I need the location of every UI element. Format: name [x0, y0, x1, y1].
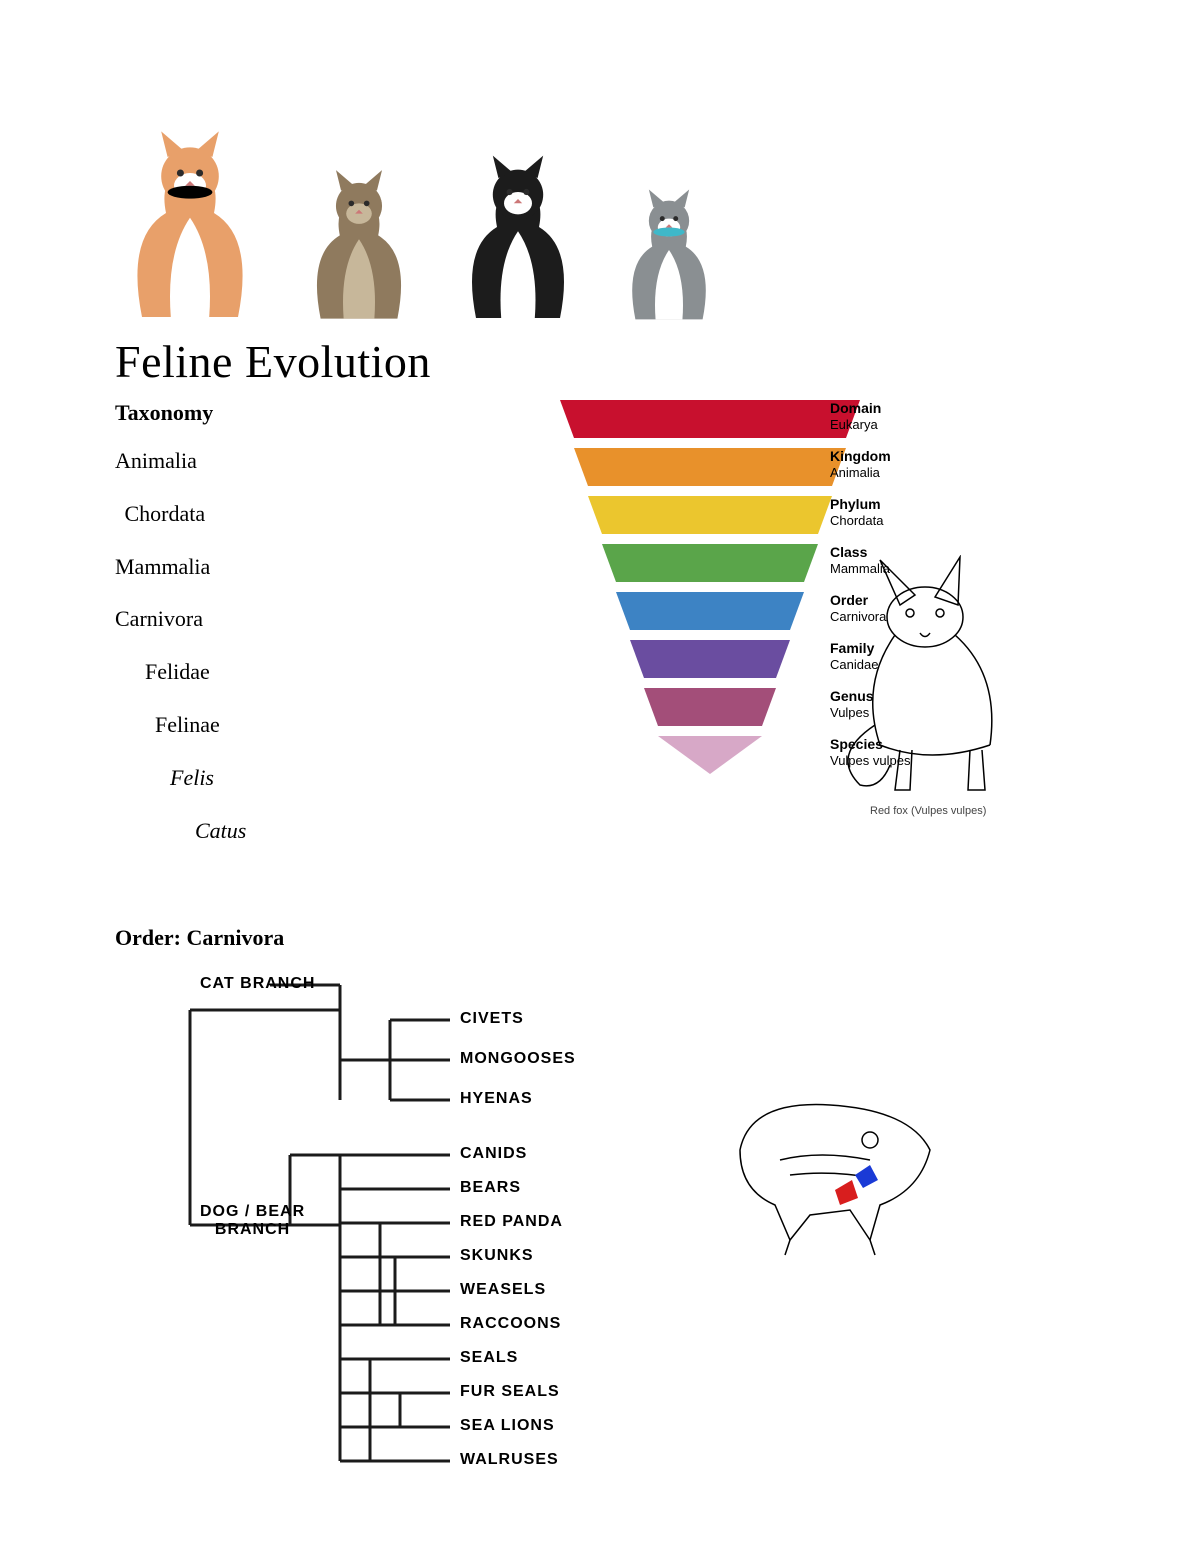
tree-label: Mongooses: [460, 1050, 576, 1068]
skull-spot-red: [835, 1180, 858, 1205]
fox-illustration: [840, 555, 1070, 795]
page: Feline Evolution Taxonomy Animalia Chord…: [0, 0, 1200, 1553]
fox-caption: Red fox (Vulpes vulpes): [870, 805, 986, 817]
tree-label: Canids: [460, 1145, 527, 1163]
taxonomy-level: Mammalia: [115, 541, 246, 594]
tuxedo-cat: [448, 150, 588, 325]
cats-row: [110, 115, 810, 325]
order-heading: Order: Carnivora: [115, 925, 284, 951]
carnivora-tree: Cat Branch Dog / Bear Branch Civets Mongoos…: [170, 965, 730, 1465]
funnel-row: KingdomAnimalia: [490, 448, 930, 492]
tree-label: Seals: [460, 1349, 518, 1367]
tree-label: Weasels: [460, 1281, 546, 1299]
funnel-label: PhylumChordata: [830, 496, 883, 528]
tree-label: Civets: [460, 1010, 524, 1028]
taxonomy-level: Felinae: [115, 699, 246, 752]
tree-label: Hyenas: [460, 1090, 533, 1108]
tree-label: Sea Lions: [460, 1417, 555, 1435]
funnel-row: PhylumChordata: [490, 496, 930, 540]
orange-white-cat: [110, 125, 270, 325]
taxonomy-level: Felis: [115, 752, 246, 805]
taxonomy-level: Chordata: [115, 488, 246, 541]
taxonomy-level: Carnivora: [115, 593, 246, 646]
tree-label: Red Panda: [460, 1213, 563, 1231]
tree-label: Cat Branch: [200, 975, 315, 993]
tree-label: Skunks: [460, 1247, 534, 1265]
taxonomy-level: Felidae: [115, 646, 246, 699]
tree-label: Walruses: [460, 1451, 559, 1469]
taxonomy-level: Catus: [115, 805, 246, 858]
taxonomy-list: Animalia ChordataMammaliaCarnivoraFelida…: [115, 435, 246, 857]
grey-white-cat: [613, 185, 725, 325]
tree-label: Bears: [460, 1179, 521, 1197]
funnel-label: KingdomAnimalia: [830, 448, 891, 480]
taxonomy-level: Animalia: [115, 435, 246, 488]
tabby-cat: [295, 165, 423, 325]
taxonomy-heading: Taxonomy: [115, 400, 213, 426]
page-title: Feline Evolution: [115, 335, 431, 388]
tree-label: Raccoons: [460, 1315, 561, 1333]
funnel-label: DomainEukarya: [830, 400, 881, 432]
tree-label: Fur Seals: [460, 1383, 560, 1401]
skull-spot-blue: [855, 1165, 878, 1188]
skull-illustration: [720, 1080, 950, 1260]
tree-label: Dog / Bear Branch: [200, 1203, 305, 1239]
funnel-row: DomainEukarya: [490, 400, 930, 444]
